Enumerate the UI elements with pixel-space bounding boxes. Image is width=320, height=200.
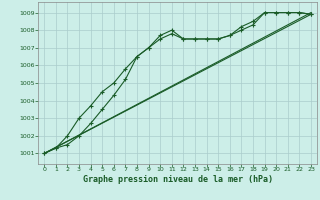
X-axis label: Graphe pression niveau de la mer (hPa): Graphe pression niveau de la mer (hPa) <box>83 175 273 184</box>
